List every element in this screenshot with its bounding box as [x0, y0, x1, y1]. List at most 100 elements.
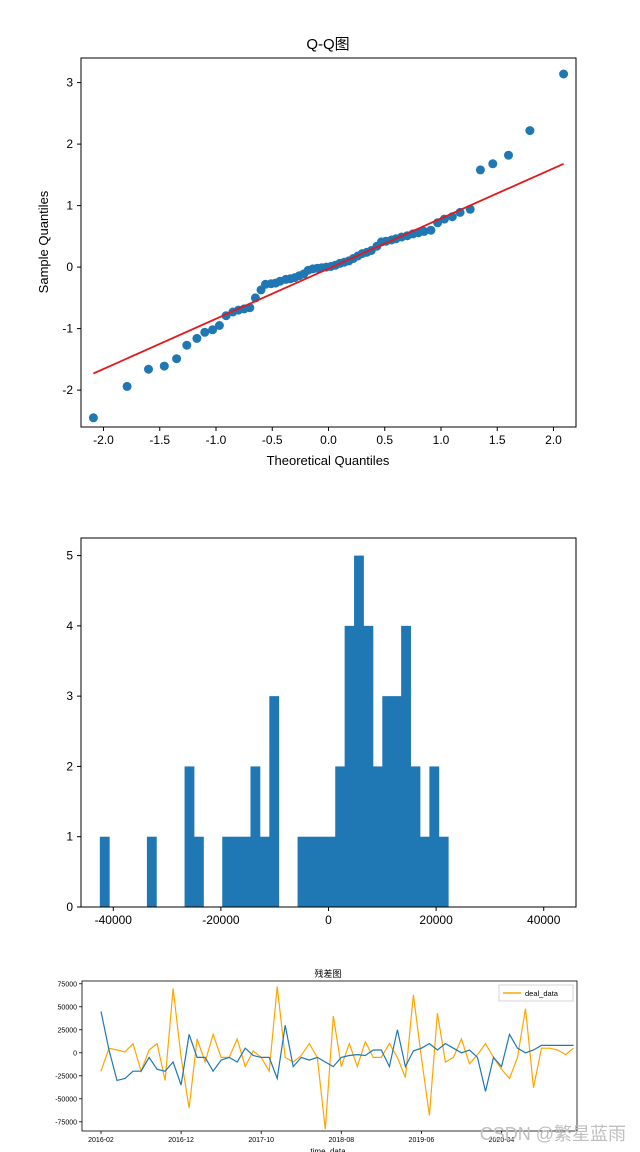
- resid-axes-frame: [81, 980, 578, 1132]
- qq-xtick-label: 0.5: [376, 433, 393, 447]
- resid-ytick-label: 25000: [58, 1027, 78, 1034]
- hist-xtick-label: 0: [325, 913, 332, 927]
- qq-ytick-label: -1: [62, 322, 73, 336]
- qq-plot: Q-Q图 -2.0 -1.5 -1.0 -0.5 0.0 0.5 1.0 1.5 2.0 -2 -1…: [36, 36, 577, 468]
- resid-line-residual: [100, 1011, 574, 1092]
- hist-bar: [259, 836, 270, 907]
- resid-ytick-label: 50000: [58, 1004, 78, 1011]
- qq-title: Q-Q图: [306, 36, 349, 53]
- qq-ticks: -2.0 -1.5 -1.0 -0.5 0.0 0.5 1.0 1.5 2.0 -2 -1 0 1 2 3: [62, 76, 562, 447]
- hist-ytick-label: 4: [66, 619, 73, 633]
- qq-xtick-label: 1.0: [433, 433, 450, 447]
- qq-point: [419, 226, 429, 236]
- hist-bar: [306, 836, 317, 907]
- resid-line-deal-data: [100, 986, 574, 1130]
- qq-plot-area: [88, 69, 569, 423]
- hist-bar: [231, 836, 242, 907]
- qq-ytick-label: -2: [62, 383, 73, 397]
- hist-bar: [146, 836, 157, 907]
- qq-point: [192, 333, 202, 343]
- qq-xtick-label: -1.0: [206, 433, 227, 447]
- qq-point: [475, 165, 485, 175]
- hist-ytick-label: 2: [66, 759, 73, 773]
- qq-xtick-label: 0.0: [320, 433, 337, 447]
- hist-bar: [297, 836, 308, 907]
- qq-xtick-label: -1.5: [149, 433, 170, 447]
- qq-xtick-label: 1.5: [489, 433, 506, 447]
- qq-ytick-label: 3: [66, 76, 73, 90]
- hist-xtick-label: -20000: [202, 913, 240, 927]
- legend-box: [498, 984, 574, 1002]
- resid-lines: [100, 986, 574, 1130]
- qq-xtick-label: -0.5: [262, 433, 283, 447]
- histogram: -40000 -20000 0 20000 40000 0 1 2 3 4 5: [66, 537, 577, 927]
- qq-xtick-label: -2.0: [93, 433, 114, 447]
- resid-ytick-label: 0: [73, 1050, 77, 1057]
- qq-point: [426, 225, 436, 235]
- resid-ytick-label: -75000: [55, 1119, 77, 1126]
- residual-plot: 残差图 75000 50000 25000 0 -25000 -50000 -75000 20…: [55, 968, 578, 1152]
- qq-point: [200, 327, 210, 337]
- hist-ytick-label: 3: [66, 689, 73, 703]
- hist-bar: [99, 836, 110, 907]
- hist-bar: [401, 625, 411, 907]
- hist-xtick-label: 20000: [419, 913, 453, 927]
- hist-bar: [391, 696, 402, 907]
- hist-bar: [382, 696, 393, 907]
- hist-bar: [354, 555, 364, 907]
- qq-point: [504, 150, 513, 160]
- legend-label: deal_data: [525, 989, 559, 998]
- qq-point: [172, 354, 182, 364]
- qq-ytick-label: 1: [66, 199, 73, 213]
- hist-bar: [222, 836, 233, 907]
- hist-bar: [344, 625, 355, 907]
- resid-ytick-label: -25000: [55, 1073, 77, 1080]
- qq-axes-frame: [80, 57, 577, 428]
- qq-point: [214, 321, 224, 330]
- hist-xtick-label: -40000: [95, 913, 133, 927]
- hist-bar: [335, 766, 346, 907]
- hist-bar: [363, 625, 374, 907]
- hist-bar: [269, 696, 280, 907]
- resid-title: 残差图: [314, 968, 341, 979]
- qq-point: [88, 413, 98, 423]
- resid-xtick-label: 2019-06: [409, 1137, 435, 1144]
- qq-point: [208, 325, 218, 335]
- qq-point: [559, 69, 569, 79]
- qq-ytick-label: 2: [66, 137, 73, 151]
- hist-ticks: -40000 -20000 0 20000 40000 0 1 2 3 4 5: [66, 549, 560, 927]
- histogram-bars: [99, 555, 449, 907]
- qq-point: [182, 340, 192, 350]
- resid-xtick-label: 2016-12: [168, 1137, 194, 1144]
- qq-point: [525, 126, 535, 136]
- qq-ylabel: Sample Quantiles: [36, 190, 51, 293]
- resid-xtick-label: 2017-10: [248, 1137, 274, 1144]
- qq-xtick-label: 2.0: [545, 433, 562, 447]
- hist-bar: [372, 766, 383, 907]
- hist-xtick-label: 40000: [527, 913, 561, 927]
- qq-point: [488, 159, 498, 169]
- resid-xtick-label: 2020-04: [489, 1137, 515, 1144]
- hist-ytick-label: 0: [66, 900, 73, 914]
- hist-bar: [325, 836, 336, 907]
- resid-ytick-label: -50000: [55, 1096, 77, 1103]
- qq-xlabel: Theoretical Quantiles: [267, 453, 390, 468]
- resid-ticks: 75000 50000 25000 0 -25000 -50000 -75000 2016-0…: [55, 981, 514, 1144]
- hist-bar: [419, 836, 430, 907]
- qq-point: [122, 381, 132, 391]
- hist-bar: [184, 766, 195, 907]
- hist-bar: [193, 836, 204, 907]
- qq-point: [144, 364, 153, 374]
- qq-point: [159, 361, 169, 371]
- resid-xtick-label: 2016-02: [88, 1137, 114, 1144]
- hist-ytick-label: 5: [66, 549, 73, 563]
- qq-ytick-label: 0: [66, 260, 73, 274]
- hist-bar: [429, 766, 440, 907]
- hist-bar: [438, 836, 449, 907]
- hist-bar: [316, 836, 327, 907]
- hist-ytick-label: 1: [66, 830, 73, 844]
- resid-legend: deal_data: [498, 984, 574, 1002]
- hist-bar: [250, 766, 261, 907]
- resid-xtick-label: 2018-08: [328, 1137, 354, 1144]
- hist-bar: [410, 766, 421, 907]
